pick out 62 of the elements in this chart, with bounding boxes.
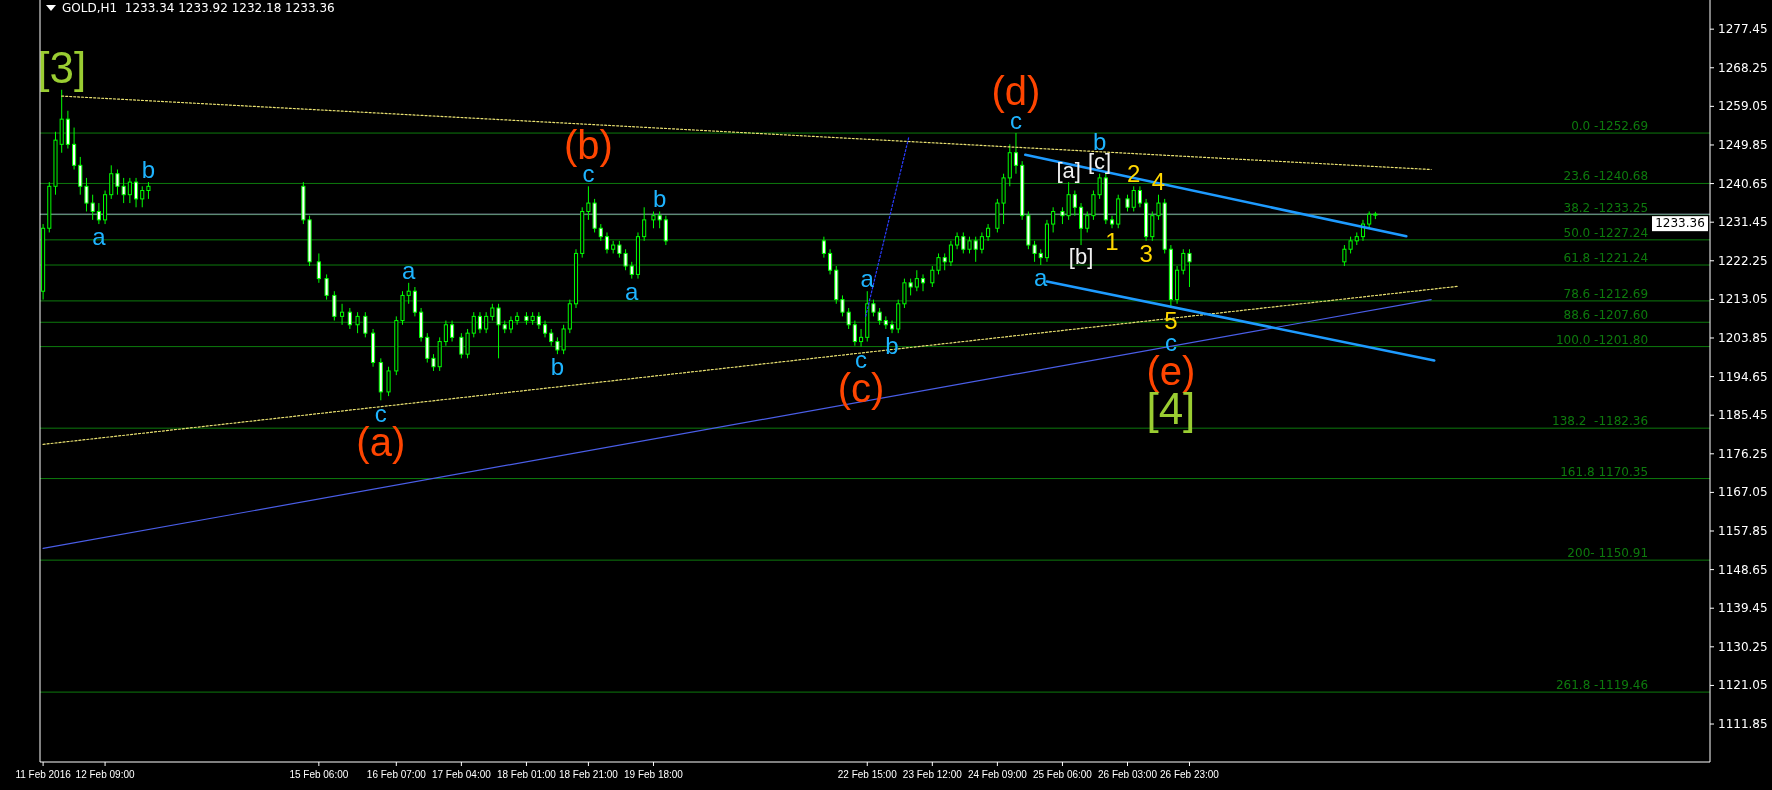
y-tick-label: 1222.25 bbox=[1718, 253, 1768, 268]
x-tick-label: 26 Feb 03:00 bbox=[1098, 769, 1158, 780]
x-tick-label: 22 Feb 15:00 bbox=[837, 769, 898, 780]
annotation: 261.8 -1119.46 bbox=[1555, 678, 1649, 693]
y-tick-label: 1148.65 bbox=[1718, 562, 1768, 577]
annotation: 78.6 -1212.69 bbox=[1563, 286, 1649, 301]
chart-title: GOLD,H1 1233.34 1233.92 1232.18 1233.36 bbox=[62, 1, 335, 15]
annotation: 23.6 -1240.68 bbox=[1563, 169, 1649, 184]
annotation: [c] bbox=[1088, 149, 1112, 175]
x-tick-label: 18 Feb 21:00 bbox=[558, 769, 619, 780]
y-tick-label: 1213.05 bbox=[1718, 292, 1768, 307]
y-tick-label: 1203.85 bbox=[1718, 330, 1768, 345]
annotation: 50.0 -1227.24 bbox=[1563, 225, 1649, 240]
x-tick-label: 16 Feb 07:00 bbox=[366, 769, 427, 780]
annotation: a bbox=[625, 277, 640, 305]
annotation: 161.8 1170.35 bbox=[1560, 464, 1649, 479]
annotation: 100.0 -1201.80 bbox=[1555, 332, 1649, 347]
y-tick-label: 1130.25 bbox=[1718, 639, 1768, 654]
y-tick-label: 1121.05 bbox=[1718, 678, 1768, 693]
y-tick-label: 1185.45 bbox=[1718, 408, 1768, 423]
annotation: b bbox=[141, 155, 156, 183]
annotation: b bbox=[652, 185, 667, 213]
annotation: a bbox=[1034, 264, 1049, 292]
y-tick-label: 1231.45 bbox=[1718, 215, 1768, 230]
annotation: [a] bbox=[1056, 157, 1081, 183]
x-tick-label: 11 Feb 2016 bbox=[15, 769, 72, 780]
annotation: 61.8 -1221.24 bbox=[1563, 251, 1649, 266]
y-tick-label: 1139.45 bbox=[1718, 601, 1768, 616]
y-tick-label: 1277.45 bbox=[1718, 22, 1768, 37]
annotation: b bbox=[550, 353, 565, 381]
x-tick-label: 23 Feb 12:00 bbox=[902, 769, 963, 780]
annotation: c bbox=[855, 345, 868, 373]
y-tick-label: 1111.85 bbox=[1718, 717, 1768, 732]
y-tick-label: 1249.85 bbox=[1718, 137, 1768, 152]
x-tick-label: 26 Feb 23:00 bbox=[1160, 769, 1220, 780]
y-tick-label: 1240.65 bbox=[1718, 176, 1768, 191]
annotation: 3 bbox=[1139, 240, 1153, 268]
annotation: a bbox=[402, 256, 417, 284]
x-tick-label: 12 Feb 09:00 bbox=[75, 769, 135, 780]
x-tick-label: 25 Feb 06:00 bbox=[1032, 769, 1093, 780]
x-tick-label: 17 Feb 04:00 bbox=[431, 769, 492, 780]
annotation: 38.2 -1233.25 bbox=[1563, 200, 1649, 215]
annotation: b bbox=[885, 332, 899, 360]
annotation: a bbox=[92, 223, 107, 251]
annotation: 138.2 -1182.36 bbox=[1552, 414, 1649, 429]
x-tick-label: 18 Feb 01:00 bbox=[496, 769, 557, 780]
y-tick-label: 1268.25 bbox=[1718, 60, 1768, 75]
y-tick-label: 1157.85 bbox=[1718, 524, 1768, 539]
x-tick-label: 15 Feb 06:00 bbox=[289, 769, 349, 780]
annotation: [b] bbox=[1068, 244, 1094, 270]
annotation: 0.0 -1252.69 bbox=[1571, 119, 1649, 134]
y-tick-label: 1176.25 bbox=[1718, 446, 1768, 461]
annotation: 200- 1150.91 bbox=[1567, 546, 1649, 561]
annotation: 1 bbox=[1105, 227, 1119, 255]
y-tick-label: 1167.05 bbox=[1718, 485, 1768, 500]
x-tick-label: 24 Feb 09:00 bbox=[967, 769, 1028, 780]
x-tick-label: 19 Feb 18:00 bbox=[624, 769, 684, 780]
annotation: a bbox=[860, 264, 875, 292]
y-tick-label: 1194.65 bbox=[1718, 369, 1768, 384]
y-tick-label: 1259.05 bbox=[1718, 99, 1768, 114]
annotation: 88.6 -1207.60 bbox=[1563, 308, 1649, 323]
ref-line-label: 1233.36 bbox=[1655, 216, 1705, 231]
